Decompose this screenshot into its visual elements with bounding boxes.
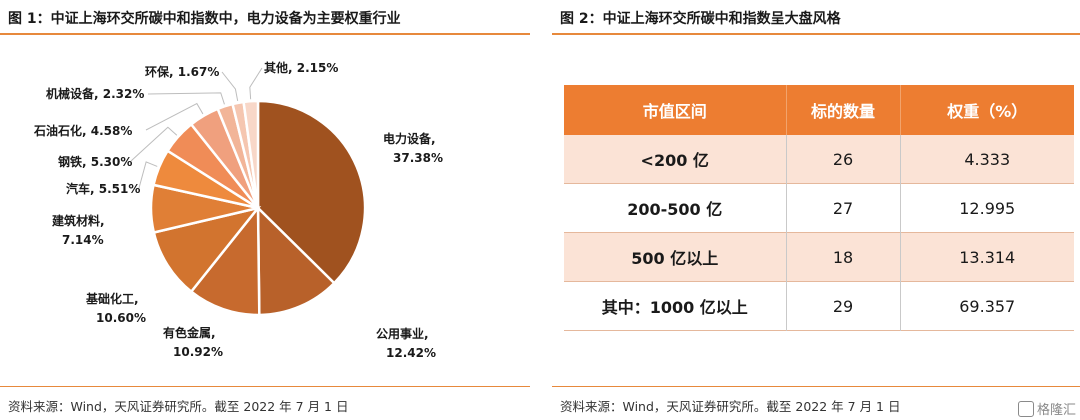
pie-value-label: 10.60% [96,311,146,325]
figure-1-source: 资料来源：Wind，天风证券研究所。截至 2022 年 7 月 1 日 [8,399,349,414]
cell-count: 18 [786,232,901,282]
pie-slice [256,204,336,317]
cell-band: 500 亿以上 [564,232,787,282]
pie-label: 石油石化, 4.58% [33,123,132,138]
cell-weight: 13.314 [900,232,1074,282]
table-row: 其中：1000 亿以上 29 69.357 [564,281,1074,331]
table-row: 500 亿以上 18 13.314 [564,232,1074,282]
pie-label: 电力设备, [383,131,436,146]
pie-label: 有色金属, [163,325,216,340]
figure-1-title: 图 1：中证上海环交所碳中和指数中，电力设备为主要权重行业 [8,11,401,27]
pie-label: 环保, 1.67% [145,64,219,79]
pie-value-label: 37.38% [393,151,443,165]
watermark-logo-icon [1017,401,1034,417]
leader-line [145,102,204,131]
column-header-count: 标的数量 [786,85,901,135]
cell-weight: 12.995 [959,198,1016,218]
pie-label: 钢铁, 5.30% [58,154,132,169]
cell-count: 26 [786,135,901,184]
cell-count: 29 [786,281,901,331]
cell-band: 200-500 亿 [564,183,787,233]
pie-value-label: 10.92% [173,345,223,359]
pie-label: 其他, 2.15% [264,60,338,75]
pie-label: 公用事业, [376,326,429,341]
pie-value-label: 7.14% [62,233,104,247]
column-header-band: 市值区间 [564,85,787,135]
watermark: 格隆汇 [1017,399,1076,418]
pie-chart: 电力设备, 37.38% 公用事业, 12.42% 有色金属, 10.92% 基础化工, 10… [33,60,443,360]
watermark-text: 格隆汇 [1036,403,1076,418]
figure-2-title: 图 2：中证上海环交所碳中和指数呈大盘风格 [560,11,841,27]
leader-line [130,126,178,162]
bottom-rule [0,386,530,387]
title-rule [0,33,530,35]
market-cap-table: 市值区间 标的数量 权重（%） <200 亿 26 4.333 200-500 … [564,85,1074,331]
table-row: <200 亿 26 4.333 [564,135,1074,184]
table-header-row: 市值区间 标的数量 权重（%） [564,85,1074,135]
cell-weight: 4.333 [900,135,1074,184]
leader-line [138,161,158,189]
pie-slice [152,205,262,294]
cell-band: <200 亿 [564,135,787,184]
column-header-weight: 权重（%） [900,85,1074,135]
cell-band: 其中：1000 亿以上 [564,281,787,331]
pie-slice [242,99,260,209]
pie-slice [189,204,261,317]
table-figure: 图 2：中证上海环交所碳中和指数呈大盘风格 市值区间 标的数量 权重（%） <2… [552,0,1080,420]
pie-label: 基础化工, [85,291,139,306]
leader-line [221,71,239,102]
leader-line [249,67,263,100]
bottom-rule [552,386,1080,387]
pie-label: 建筑材料, [51,213,105,228]
table-row: 200-500 亿 27 12.995 [564,183,1074,233]
pie-slice [256,99,367,285]
leader-line [147,92,225,105]
pie-label: 汽车, 5.51% [66,181,140,196]
title-rule [552,33,1080,35]
pie-figure: 图 1：中证上海环交所碳中和指数中，电力设备为主要权重行业 电力设备, 37.38… [0,0,530,420]
cell-weight: 69.357 [959,296,1016,316]
figure-2-source: 资料来源：Wind，天风证券研究所。截至 2022 年 7 月 1 日 [560,399,901,414]
pie-value-label: 12.42% [386,346,436,360]
cell-count: 27 [786,183,901,233]
pie-label: 机械设备, 2.32% [46,86,144,101]
